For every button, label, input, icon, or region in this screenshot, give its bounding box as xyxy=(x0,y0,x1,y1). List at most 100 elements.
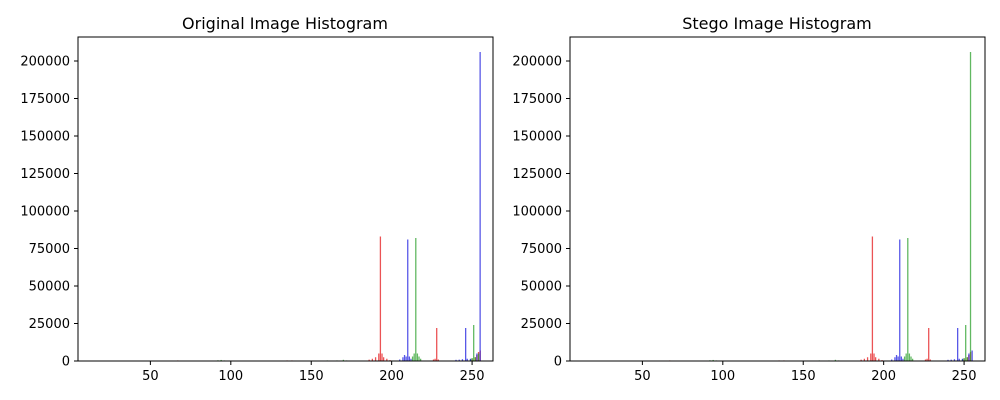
y-tick-label: 25000 xyxy=(29,317,70,332)
histogram-bar-series-1 xyxy=(477,353,480,361)
histogram-bar-series-2 xyxy=(476,353,478,361)
y-tick-label: 0 xyxy=(62,355,70,370)
histogram-bar-series-0 xyxy=(863,358,866,361)
histogram-bar-series-2 xyxy=(407,239,409,361)
histogram-bar-series-2 xyxy=(403,355,406,361)
histogram-bar-series-0 xyxy=(437,359,439,361)
histogram-bar-series-1 xyxy=(966,357,968,361)
histogram-bar-series-2 xyxy=(894,357,896,361)
histogram-bar-series-1 xyxy=(220,359,222,361)
y-tick-label: 175000 xyxy=(20,92,70,107)
histogram-bar-series-0 xyxy=(871,236,874,361)
histogram-bar-series-1 xyxy=(411,356,414,361)
histogram-bar-series-1 xyxy=(415,238,417,361)
histogram-bar-series-1 xyxy=(471,358,473,361)
histogram-bar-series-2 xyxy=(897,356,899,361)
x-tick-label: 50 xyxy=(634,369,651,384)
histogram-bar-series-2 xyxy=(465,328,467,361)
histogram-bar-series-2 xyxy=(408,356,410,361)
histogram-bar-series-0 xyxy=(371,358,374,361)
y-tick-label: 200000 xyxy=(512,55,562,70)
histogram-bar-series-2 xyxy=(950,359,952,361)
x-tick-label: 100 xyxy=(218,369,243,384)
histogram-bar-series-2 xyxy=(455,359,457,361)
chart-title: Original Image Histogram xyxy=(182,14,388,33)
histogram-bar-series-1 xyxy=(413,353,415,361)
histogram-bar-series-1 xyxy=(965,325,967,361)
histogram-bar-series-1 xyxy=(834,359,837,361)
y-tick-label: 0 xyxy=(554,355,562,370)
histogram-bar-series-0 xyxy=(928,328,930,361)
histogram-bar-series-0 xyxy=(434,358,436,361)
histogram-bar-series-1 xyxy=(342,359,345,361)
histogram-bar-series-0 xyxy=(381,353,383,361)
x-tick-label: 200 xyxy=(379,369,404,384)
histogram-bar-series-0 xyxy=(382,357,385,361)
y-tick-label: 75000 xyxy=(29,242,70,257)
histogram-bar-series-1 xyxy=(418,356,420,361)
y-tick-label: 50000 xyxy=(521,280,562,295)
histogram-bar-series-0 xyxy=(378,353,380,361)
histogram-bar-series-0 xyxy=(878,358,880,361)
histogram-bar-series-2 xyxy=(953,359,956,361)
histogram-bar-series-0 xyxy=(874,357,877,361)
y-tick-label: 75000 xyxy=(521,242,562,257)
histogram-bar-series-2 xyxy=(971,350,973,361)
histogram-bar-series-1 xyxy=(963,358,965,361)
histogram-bar-series-1 xyxy=(903,356,906,361)
histogram-bar-series-2 xyxy=(947,359,949,361)
histogram-bar-series-1 xyxy=(907,238,909,361)
y-tick-label: 125000 xyxy=(512,167,562,182)
histogram-bar-series-2 xyxy=(961,358,964,361)
histogram-bar-series-1 xyxy=(969,52,972,361)
bars-group xyxy=(177,52,481,361)
bars-group xyxy=(669,52,973,361)
x-tick-label: 150 xyxy=(791,369,816,384)
histogram-bar-series-0 xyxy=(386,358,388,361)
histogram-bar-series-2 xyxy=(405,356,407,361)
histogram-bar-series-2 xyxy=(899,239,901,361)
histogram-bar-series-2 xyxy=(891,359,893,361)
histogram-bar-series-2 xyxy=(469,358,472,361)
histogram-bar-series-1 xyxy=(419,358,422,361)
histogram-bar-series-0 xyxy=(924,359,927,361)
x-tick-label: 250 xyxy=(460,369,485,384)
y-tick-label: 150000 xyxy=(20,130,70,145)
histogram-bar-series-1 xyxy=(712,359,714,361)
histogram-bar-series-2 xyxy=(902,358,904,361)
histogram-bar-series-1 xyxy=(473,325,475,361)
histogram-bar-series-0 xyxy=(432,359,435,361)
x-tick-label: 200 xyxy=(871,369,896,384)
histogram-bar-series-2 xyxy=(900,356,902,361)
x-tick-label: 50 xyxy=(142,369,159,384)
histogram-bar-series-1 xyxy=(416,353,419,361)
y-tick-label: 100000 xyxy=(512,205,562,220)
histogram-bar-series-2 xyxy=(957,328,959,361)
histogram-bar-series-2 xyxy=(958,358,960,361)
histogram-bar-series-0 xyxy=(860,359,862,361)
histogram-bar-series-0 xyxy=(873,353,875,361)
original-histogram-panel: Original Image Histogram 50 100 150 200 2500… xyxy=(20,14,494,384)
histogram-bar-series-0 xyxy=(368,359,370,361)
histogram-bar-series-2 xyxy=(461,359,464,361)
x-tick-label: 100 xyxy=(710,369,735,384)
y-tick-label: 175000 xyxy=(512,92,562,107)
x-tick-label: 150 xyxy=(299,369,324,384)
histogram-bar-series-0 xyxy=(436,328,438,361)
chart-title: Stego Image Histogram xyxy=(682,14,872,33)
histogram-bar-series-2 xyxy=(410,358,412,361)
histogram-bar-series-0 xyxy=(374,357,377,361)
plot-frame xyxy=(569,36,986,362)
histogram-bar-series-2 xyxy=(402,357,404,361)
y-tick-label: 200000 xyxy=(20,55,70,70)
y-tick-label: 150000 xyxy=(512,130,562,145)
histogram-bar-series-1 xyxy=(905,353,907,361)
y-tick-label: 100000 xyxy=(20,205,70,220)
histogram-bar-series-1 xyxy=(910,356,912,361)
histogram-bar-series-0 xyxy=(870,353,872,361)
histogram-bar-series-2 xyxy=(479,52,481,361)
histogram-bar-series-2 xyxy=(968,353,970,361)
y-tick-label: 125000 xyxy=(20,167,70,182)
histogram-bar-series-1 xyxy=(911,358,914,361)
